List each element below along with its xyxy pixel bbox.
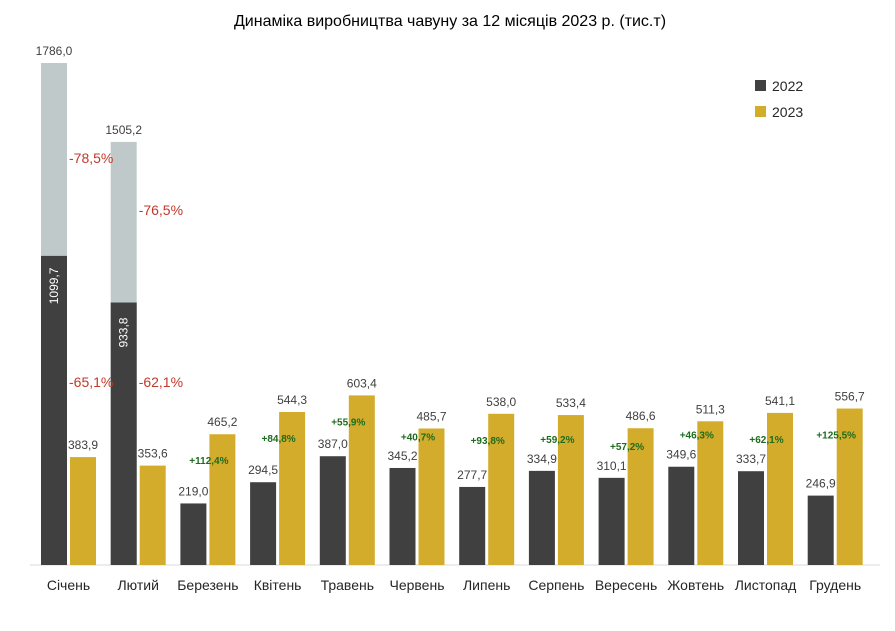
label-2023-6: 538,0: [486, 395, 516, 409]
category-label-7: Серпень: [528, 577, 584, 593]
chart-title: Динаміка виробництва чавуну за 12 місяці…: [234, 13, 666, 30]
label-prewar-0: 1786,0: [36, 44, 73, 58]
label-2022-3: 294,5: [248, 463, 278, 477]
label-2022-11: 246,9: [806, 477, 836, 491]
label-2023-9: 511,3: [696, 402, 725, 416]
bar-2023-2: [209, 434, 236, 565]
change-label-10: +62,1%: [749, 435, 783, 446]
label-2022-10: 333,7: [736, 452, 766, 466]
category-label-10: Листопад: [735, 577, 797, 593]
bar-2023-0: [70, 457, 96, 565]
bar-2023-8: [627, 428, 654, 565]
category-label-6: Липень: [463, 577, 510, 593]
bar-2023-1: [139, 465, 166, 565]
category-label-5: Червень: [390, 577, 445, 593]
change-red-2: -76,5%: [139, 202, 183, 218]
bar-2022-5: [389, 467, 416, 565]
bar-2022-11: [807, 495, 834, 565]
category-label-0: Січень: [47, 577, 90, 593]
bar-2023-10: [767, 412, 793, 565]
bar-2022-9: [668, 466, 695, 565]
category-label-3: Квітень: [254, 577, 302, 593]
bar-2023-4: [348, 395, 375, 565]
label-2023-7: 533,4: [556, 396, 586, 410]
legend-label-2022: 2022: [772, 78, 803, 94]
change-red-3: -62,1%: [139, 374, 183, 390]
label-2023-10: 541,1: [765, 394, 795, 408]
bar-2023-7: [557, 415, 584, 565]
label-2023-8: 486,6: [626, 409, 656, 423]
category-label-8: Вересень: [595, 577, 658, 593]
bar-2022-1: [110, 302, 137, 565]
legend-swatch-2022: [755, 80, 766, 91]
bar-2022-8: [598, 477, 625, 565]
label-2023-1: 353,6: [138, 447, 168, 461]
bar-2023-5: [418, 428, 445, 565]
label-2023-3: 544,3: [277, 393, 307, 407]
category-label-1: Лютий: [117, 577, 158, 593]
change-label-5: +40,7%: [401, 432, 435, 443]
bar-2022-3: [250, 482, 277, 565]
change-label-9: +46,3%: [680, 431, 714, 442]
label-2023-0: 383,9: [68, 438, 98, 452]
bar-2022-10: [738, 471, 764, 565]
category-label-4: Травень: [321, 577, 374, 593]
change-label-3: +84,8%: [261, 434, 295, 445]
label-2022-7: 334,9: [527, 452, 557, 466]
category-label-9: Жовтень: [667, 577, 724, 593]
category-label-2: Березень: [177, 577, 238, 593]
bar-2022-6: [459, 486, 486, 565]
change-label-11: +125,5%: [816, 431, 856, 442]
change-label-2: +112,4%: [189, 456, 228, 467]
bar-2023-9: [697, 421, 724, 565]
label-2022-6: 277,7: [457, 468, 487, 482]
label-2022-9: 349,6: [666, 448, 696, 462]
category-label-11: Грудень: [809, 577, 861, 593]
bar-2022-4: [319, 456, 346, 565]
bar-2022-7: [528, 470, 555, 565]
change-label-6: +93,8%: [471, 436, 505, 447]
bar-2022-2: [180, 503, 207, 565]
label-2022-8: 310,1: [597, 459, 627, 473]
bar-2023-11: [836, 408, 863, 565]
label-2023-11: 556,7: [835, 390, 865, 404]
label-2023-5: 485,7: [416, 409, 446, 423]
label-2022-2: 219,0: [178, 484, 208, 498]
label-2022-5: 345,2: [387, 449, 417, 463]
change-label-8: +57,2%: [610, 442, 644, 453]
label-2022-1: 933,8: [117, 317, 131, 347]
bar-2023-6: [488, 413, 515, 565]
change-red-1: -65,1%: [69, 374, 113, 390]
label-2022-4: 387,0: [318, 437, 348, 451]
label-prewar-1: 1505,2: [105, 123, 142, 137]
bar-2022-0: [41, 255, 67, 565]
change-label-7: +59,2%: [540, 435, 574, 446]
label-2023-4: 603,4: [347, 376, 377, 390]
change-label-4: +55,9%: [331, 417, 365, 428]
label-2023-2: 465,2: [207, 415, 237, 429]
label-2022-0: 1099,7: [47, 267, 61, 304]
legend: 2022 2023: [755, 78, 803, 120]
change-red-0: -78,5%: [69, 150, 113, 166]
legend-swatch-2023: [755, 106, 766, 117]
legend-label-2023: 2023: [772, 104, 803, 120]
bar-2023-3: [279, 412, 306, 565]
